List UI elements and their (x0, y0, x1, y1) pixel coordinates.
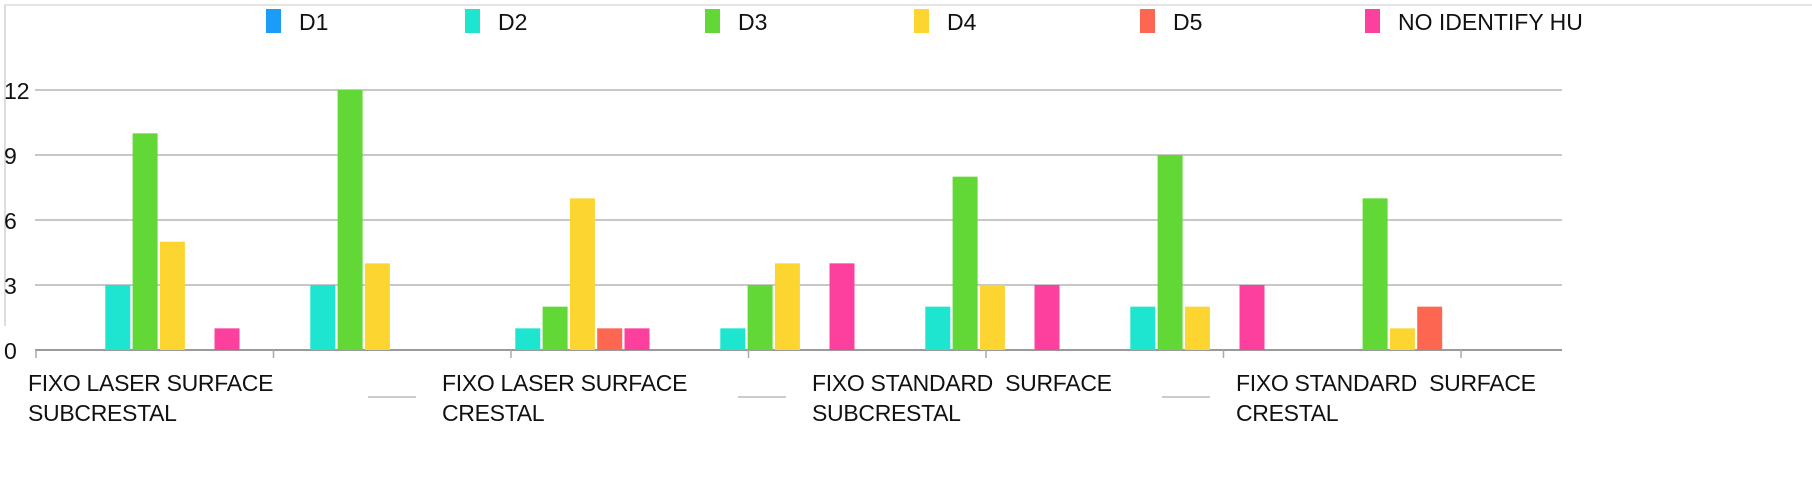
legend-swatch (266, 9, 281, 33)
bar-d2 (1130, 306, 1156, 350)
bar-d5 (597, 328, 623, 350)
bar-no-identify-hu (1034, 285, 1060, 350)
bar-d2 (925, 306, 951, 350)
bar-no-identify-hu (214, 328, 240, 350)
bar-d3 (132, 133, 158, 350)
label-separator (738, 396, 786, 398)
x-category-label: FIXO LASER SURFACE CRESTAL (442, 370, 688, 426)
bar-d2 (105, 285, 131, 350)
bar-d4 (1389, 328, 1415, 350)
x-category-label: FIXO LASER SURFACE SUBCRESTAL (28, 370, 274, 426)
legend-swatch (1140, 9, 1155, 33)
bar-d3 (952, 176, 978, 350)
y-tick-label: 12 (4, 78, 30, 104)
label-separator (1162, 396, 1210, 398)
y-tick-label: 9 (4, 143, 17, 169)
legend-label: D3 (738, 9, 767, 35)
bar-d3 (542, 306, 568, 350)
legend-swatch (1365, 9, 1380, 33)
chart-frame (4, 4, 1812, 326)
x-category-label: FIXO STANDARD SURFACE SUBCRESTAL (812, 370, 1112, 426)
y-tick-label: 0 (4, 338, 17, 364)
legend-swatch (914, 9, 929, 33)
legend-label: D1 (299, 9, 328, 35)
legend-label: D2 (498, 9, 527, 35)
bar-d3 (337, 90, 363, 350)
legend-swatch (465, 9, 480, 33)
y-tick-label: 6 (4, 208, 17, 234)
legend-label: D5 (1173, 9, 1202, 35)
bar-d2 (515, 328, 541, 350)
bar-d4 (979, 285, 1005, 350)
y-tick-label: 3 (4, 273, 17, 299)
bar-no-identify-hu (1239, 285, 1265, 350)
bar-d4 (774, 263, 800, 350)
bar-d3 (747, 285, 773, 350)
bar-d3 (1362, 198, 1388, 350)
bar-d5 (1417, 306, 1443, 350)
bar-d2 (310, 285, 336, 350)
legend-swatch (705, 9, 720, 33)
legend-label: NO IDENTIFY HU (1398, 9, 1583, 35)
bar-no-identify-hu (624, 328, 650, 350)
bar-d4 (1184, 306, 1210, 350)
bar-d3 (1157, 155, 1183, 350)
bar-d4 (364, 263, 390, 350)
legend-label: D4 (947, 9, 977, 35)
bar-d4 (159, 241, 185, 350)
bar-d4 (569, 198, 595, 350)
bar-d2 (720, 328, 746, 350)
x-category-label: FIXO STANDARD SURFACE CRESTAL (1236, 370, 1536, 426)
bar-no-identify-hu (829, 263, 855, 350)
label-separator (368, 396, 416, 398)
